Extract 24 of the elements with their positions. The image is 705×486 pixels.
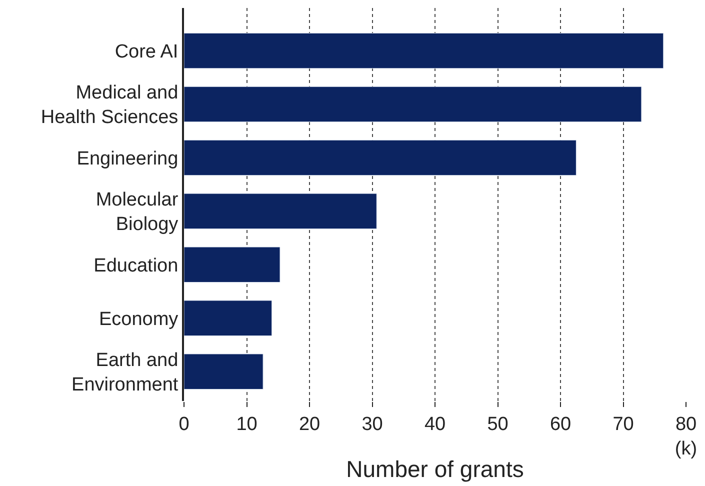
bar	[184, 193, 377, 230]
bar	[184, 300, 272, 336]
bar	[184, 354, 264, 390]
y-tick-label: Engineering	[76, 148, 178, 170]
x-tick-label: 60	[550, 414, 572, 435]
y-tick-label: Molecular Biology	[96, 189, 179, 236]
x-tick-label: 80 (k)	[674, 414, 698, 460]
x-tick-label: 30	[362, 414, 383, 435]
y-tick-label: Earth and Environment	[72, 350, 179, 396]
x-axis-title: Number of grants	[346, 456, 524, 482]
y-tick-label: Core AI	[114, 41, 178, 62]
x-tick-label: 40	[424, 414, 446, 435]
bar	[184, 140, 576, 176]
y-tick-label: Medical and Health Sciences	[40, 82, 178, 128]
x-tick-label: 10	[236, 414, 258, 435]
bar	[184, 86, 642, 122]
x-tick-label: 70	[612, 414, 634, 435]
x-tick-label: 20	[298, 414, 320, 435]
x-tick-label: 0	[178, 414, 190, 435]
y-tick-label: Economy	[98, 308, 179, 330]
bar	[184, 246, 280, 283]
y-tick-label: Education	[94, 255, 178, 276]
x-tick-label: 50	[487, 414, 508, 435]
bar	[184, 32, 664, 69]
